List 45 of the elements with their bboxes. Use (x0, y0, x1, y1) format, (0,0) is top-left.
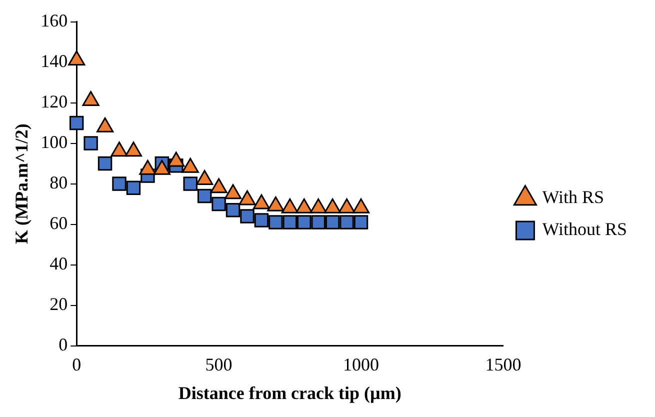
point (268, 215, 283, 230)
y-tick-label: 120 (40, 92, 68, 112)
point (311, 215, 326, 230)
point (182, 158, 199, 173)
point (226, 203, 240, 218)
point (139, 160, 156, 175)
y-tick-label: 140 (40, 51, 68, 72)
point (168, 152, 185, 167)
point (240, 209, 254, 224)
x-tick-label: 1000 (343, 354, 380, 374)
y-tick-label: 0 (58, 334, 68, 355)
y-tick-label: 20 (50, 294, 68, 314)
x-tick-label: 0 (72, 354, 82, 374)
point (254, 213, 269, 228)
point (325, 215, 340, 230)
point (84, 136, 98, 150)
point (126, 180, 141, 195)
point (110, 142, 128, 157)
y-tick-label: 40 (50, 254, 68, 274)
x-axis-title: Distance from crack tip (µm) (178, 382, 402, 403)
point (197, 188, 212, 204)
point (82, 91, 100, 106)
point (124, 142, 142, 157)
y-tick-label: 60 (50, 213, 68, 234)
legend-label: Without RS (542, 219, 628, 240)
point (210, 178, 228, 194)
y-tick-label: 100 (40, 132, 68, 152)
point (354, 215, 368, 230)
point (112, 176, 126, 191)
point (96, 117, 114, 132)
point (340, 215, 354, 230)
point (68, 50, 86, 66)
point (153, 160, 170, 175)
y-tick-label: 160 (40, 10, 68, 31)
y-tick-label: 80 (50, 172, 68, 193)
x-tick-label: 1500 (485, 354, 522, 374)
x-tick-label: 500 (205, 354, 232, 374)
y-axis-title: K (MPa.m^1/2) (11, 124, 32, 244)
point (212, 196, 226, 212)
point (98, 156, 112, 171)
point (183, 176, 198, 191)
point (297, 215, 312, 230)
point (196, 170, 214, 185)
legend-label: With RS (542, 187, 604, 208)
point (282, 215, 298, 230)
